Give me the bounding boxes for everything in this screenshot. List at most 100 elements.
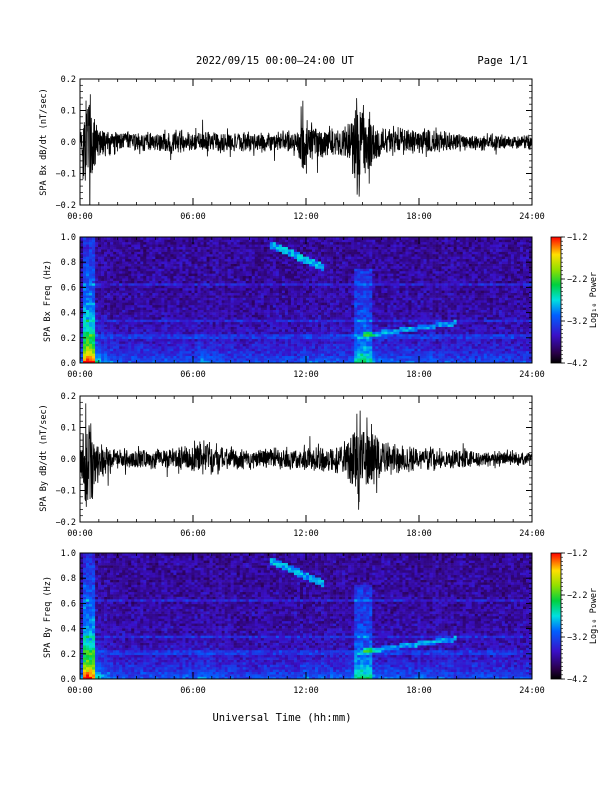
spectrogram-cell xyxy=(306,346,310,349)
spectrogram-cell xyxy=(248,237,253,240)
spectrogram-cell xyxy=(318,273,322,277)
spectrogram-cell xyxy=(327,239,331,243)
spectrogram-cell xyxy=(245,331,250,335)
spectrogram-cell xyxy=(86,244,90,247)
spectrogram-cell xyxy=(188,360,192,364)
spectrogram-cell xyxy=(197,314,201,318)
spectrogram-cell xyxy=(113,292,117,296)
spectrogram-cell xyxy=(351,333,355,337)
spectrogram-cell xyxy=(321,263,325,267)
spectrogram-cell xyxy=(239,333,244,337)
spectrogram-cell xyxy=(125,331,129,335)
spectrogram-cell xyxy=(254,353,259,357)
spectrogram-cell xyxy=(248,341,253,344)
spectrogram-cell xyxy=(113,343,117,347)
spectrogram-cell xyxy=(116,324,120,327)
spectrogram-cell xyxy=(155,290,159,294)
spectrogram-cell xyxy=(140,251,144,255)
spectrogram-cell xyxy=(233,316,237,320)
spectrogram-cell xyxy=(215,273,219,277)
spectrogram-cell xyxy=(284,336,289,340)
spectrogram-cell xyxy=(95,280,99,284)
spectrogram-cell xyxy=(287,314,292,318)
spectrogram-cell xyxy=(194,280,198,284)
spectrogram-cell xyxy=(236,312,240,315)
spectrogram-cell xyxy=(167,283,171,286)
spectrogram-cell xyxy=(263,278,268,281)
spectrogram-cell xyxy=(125,314,129,318)
spectrogram-cell xyxy=(218,295,222,298)
spectrogram-cell xyxy=(269,358,274,361)
spectrogram-cell xyxy=(230,343,234,347)
spectrogram-cell xyxy=(185,258,189,262)
spectrogram-cell xyxy=(185,316,189,320)
spectrogram-cell xyxy=(333,266,337,269)
spectrogram-cell xyxy=(164,348,168,352)
spectrogram-cell xyxy=(278,263,283,267)
spectrogram-cell xyxy=(269,237,274,240)
spectrogram-cell xyxy=(128,331,132,335)
spectrogram-cell xyxy=(348,343,352,347)
spectrogram-cell xyxy=(146,341,150,344)
spectrogram-cell xyxy=(191,312,195,315)
spectrogram-cell xyxy=(113,358,117,361)
spectrogram-cell xyxy=(263,316,268,320)
spectrogram-cell xyxy=(324,273,328,277)
spectrogram-cell xyxy=(185,253,189,257)
spectrogram-cell xyxy=(299,297,304,301)
spectrogram-cell xyxy=(194,285,198,289)
spectrogram-cell xyxy=(209,360,213,364)
spectrogram-cell xyxy=(140,258,144,262)
spectrogram-cell xyxy=(182,278,186,281)
spectrogram-cell xyxy=(339,326,343,330)
spectrogram-cell xyxy=(101,343,105,347)
spectrogram-cell xyxy=(302,263,307,267)
spectrogram-cell xyxy=(116,258,120,262)
spectrogram-cell xyxy=(80,300,84,303)
spectrogram-cell xyxy=(330,316,334,320)
x-tick-label: 18:00 xyxy=(406,212,432,222)
spectrogram-cell xyxy=(89,312,93,315)
spectrogram-cell xyxy=(315,261,319,264)
spectrogram-cell xyxy=(309,350,313,354)
spectrogram-cell xyxy=(95,297,99,301)
spectrogram-cell xyxy=(95,324,99,327)
spectrogram-cell xyxy=(302,283,307,286)
spectrogram-cell xyxy=(312,312,316,315)
spectrogram-cell xyxy=(194,295,198,298)
spectrogram-cell xyxy=(296,251,301,255)
spectrogram-cell xyxy=(206,244,210,247)
spectrogram-cell xyxy=(215,258,219,262)
spectrogram-cell xyxy=(342,307,346,310)
spectrogram-cell xyxy=(122,253,126,257)
spectrogram-cell xyxy=(209,316,213,320)
spectrogram-cell xyxy=(302,331,307,335)
spectrogram-cell xyxy=(327,295,331,298)
spectrogram-cell xyxy=(128,258,132,262)
spectrogram-cell xyxy=(215,268,219,272)
spectrogram-cell xyxy=(290,273,295,277)
spectrogram-cell xyxy=(182,343,186,347)
spectrogram-cell xyxy=(137,346,141,349)
spectrogram-cell xyxy=(230,285,234,289)
spectrogram-cell xyxy=(197,358,201,361)
spectrogram-cell xyxy=(113,251,117,255)
spectrogram-cell xyxy=(122,280,126,284)
spectrogram-cell xyxy=(131,355,135,359)
spectrogram-cell xyxy=(321,268,325,272)
spectrogram-cell xyxy=(194,263,198,267)
spectrogram-cell xyxy=(324,283,328,286)
spectrogram-cell xyxy=(191,316,195,320)
spectrogram-cell xyxy=(354,258,358,262)
spectrogram-cell xyxy=(230,237,234,240)
spectrogram-cell xyxy=(116,273,120,277)
spectrogram-cell xyxy=(170,263,174,267)
spectrogram-cell xyxy=(321,270,325,274)
spectrogram-cell xyxy=(236,300,240,303)
spectrogram-cell xyxy=(164,270,168,274)
spectrogram-cell xyxy=(251,358,256,361)
spectrogram-cell xyxy=(200,341,204,344)
spectrogram-cell xyxy=(104,251,108,255)
spectrogram-cell xyxy=(227,263,231,267)
spectrogram-cell xyxy=(107,350,111,354)
